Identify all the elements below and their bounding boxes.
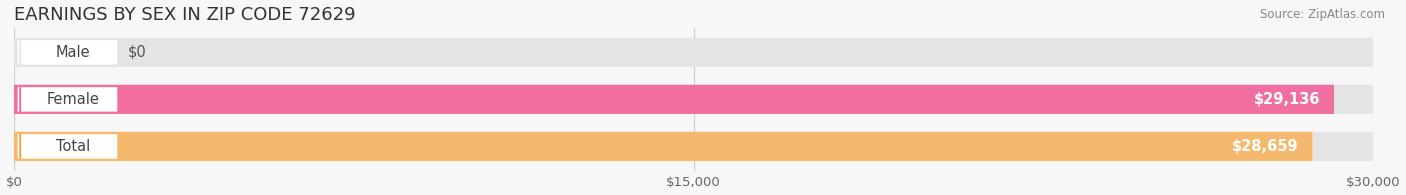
Text: EARNINGS BY SEX IN ZIP CODE 72629: EARNINGS BY SEX IN ZIP CODE 72629: [14, 5, 356, 24]
FancyBboxPatch shape: [14, 85, 1374, 114]
Text: Total: Total: [56, 139, 90, 154]
Text: Female: Female: [46, 92, 100, 107]
Text: Source: ZipAtlas.com: Source: ZipAtlas.com: [1260, 8, 1385, 21]
FancyBboxPatch shape: [18, 40, 117, 65]
FancyBboxPatch shape: [14, 132, 1312, 161]
FancyBboxPatch shape: [14, 132, 1374, 161]
FancyBboxPatch shape: [18, 134, 117, 159]
Text: Male: Male: [56, 45, 90, 60]
Text: $28,659: $28,659: [1232, 139, 1299, 154]
FancyBboxPatch shape: [14, 85, 1334, 114]
Text: $29,136: $29,136: [1254, 92, 1320, 107]
FancyBboxPatch shape: [18, 87, 117, 112]
FancyBboxPatch shape: [14, 38, 1374, 67]
Text: $0: $0: [128, 45, 146, 60]
